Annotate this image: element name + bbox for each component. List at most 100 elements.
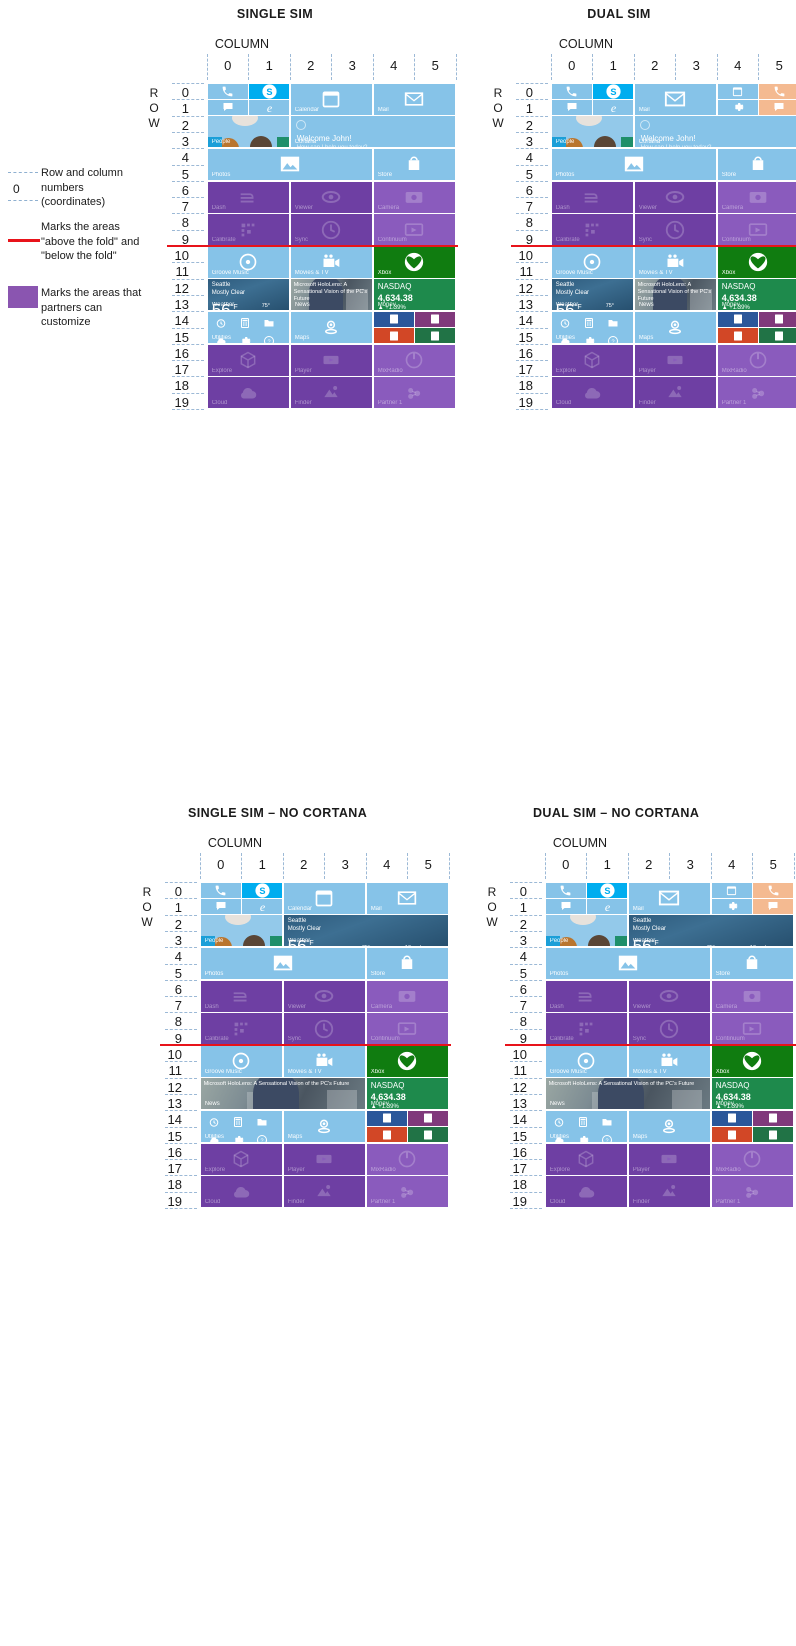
tile-office-powerpoint: W bbox=[711, 1127, 752, 1143]
tile-people: People bbox=[551, 116, 634, 148]
tile-store-label: Store bbox=[721, 172, 737, 179]
tile-photos: Photos bbox=[207, 148, 373, 181]
svg-text:W: W bbox=[384, 1133, 390, 1139]
tile-icon bbox=[629, 1111, 711, 1142]
tile-groove-music-label: Groove Music bbox=[204, 1068, 242, 1075]
row-gridline-14-single-sim bbox=[172, 311, 204, 313]
row-number-19-dual-sim: 19 bbox=[518, 394, 533, 410]
tile-icon bbox=[718, 214, 796, 245]
tile-edge: e bbox=[593, 100, 634, 115]
tile-icon bbox=[367, 883, 449, 914]
tile-sync: Sync bbox=[290, 214, 373, 246]
tile-explore: Explore bbox=[207, 344, 290, 376]
row-number-8-single-sim: 8 bbox=[181, 215, 189, 231]
tile-phone bbox=[207, 83, 248, 99]
row-number-10-single-sim: 10 bbox=[174, 248, 189, 263]
column-number-3-dual-sim: 3 bbox=[692, 58, 700, 73]
tile-messaging bbox=[207, 100, 248, 115]
row-gridline-16-single-sim bbox=[172, 343, 204, 345]
tile-icon bbox=[718, 100, 758, 115]
tile-weather-label: Weather bbox=[211, 302, 235, 309]
tile-icon: e bbox=[249, 100, 289, 115]
tile-camera-label: Camera bbox=[377, 204, 400, 211]
row-gridline-9-single-sim bbox=[172, 229, 204, 231]
tile-phone bbox=[545, 882, 586, 898]
tile-icon: S bbox=[587, 883, 627, 898]
tile-icon bbox=[208, 84, 248, 99]
column-gridline-0-single-sim bbox=[206, 54, 208, 80]
row-number-0-dual-sim: 0 bbox=[525, 85, 533, 100]
utility-icon-clock bbox=[552, 1115, 566, 1129]
tile-sync: Sync bbox=[634, 214, 717, 246]
row-gridline-5-single-sim bbox=[172, 164, 204, 166]
tile-icon bbox=[284, 981, 366, 1012]
tile-icon: S bbox=[242, 883, 282, 898]
row-number-13-dual-sim-no-cortana: 13 bbox=[512, 1095, 527, 1111]
panel-title-dual-sim-no-cortana: DUAL SIM – NO CORTANA bbox=[533, 806, 700, 820]
tile-partner-1: Partner 1 bbox=[711, 1176, 794, 1208]
tile-calendar-label: Calendar bbox=[287, 905, 313, 912]
tile-icon: W bbox=[408, 1127, 448, 1142]
tile-calendar bbox=[717, 83, 758, 99]
tile-continuum: Continuum bbox=[711, 1013, 794, 1045]
row-gridline-6-dual-sim bbox=[516, 180, 548, 182]
svg-text:S: S bbox=[266, 87, 272, 97]
row-gridline-19-dual-sim-no-cortana bbox=[510, 1191, 542, 1193]
utility-icon-cloud bbox=[552, 1133, 566, 1143]
svg-text:W: W bbox=[777, 334, 783, 340]
tile-calibrate-label: Calibrate bbox=[211, 237, 236, 244]
row-number-12-dual-sim: 12 bbox=[518, 280, 533, 296]
row-number-7-dual-sim-no-cortana: 7 bbox=[519, 998, 527, 1014]
svg-text:W: W bbox=[729, 1117, 735, 1123]
tile-cortana-label: Cortana bbox=[294, 139, 317, 146]
tile-maps: Maps bbox=[290, 311, 373, 344]
row-number-0-single-sim-no-cortana: 0 bbox=[174, 884, 182, 899]
row-number-14-single-sim: 14 bbox=[174, 313, 189, 329]
tile-player: Player bbox=[628, 1143, 711, 1175]
tile-mail: Mail bbox=[628, 882, 711, 914]
tile-viewer-label: Viewer bbox=[287, 1003, 306, 1010]
tile-office-excel: W bbox=[408, 1127, 449, 1143]
tile-icon bbox=[201, 1144, 283, 1175]
row-gridline-20-single-sim bbox=[172, 409, 204, 410]
row-number-14-dual-sim-no-cortana: 14 bbox=[512, 1112, 527, 1128]
utility-icon-folder bbox=[606, 316, 620, 330]
tile-maps: Maps bbox=[628, 1110, 711, 1143]
column-number-5-single-sim: 5 bbox=[431, 58, 439, 73]
tile-maps: Maps bbox=[283, 1110, 366, 1143]
utility-icon-gear bbox=[231, 1133, 245, 1143]
tile-icon bbox=[759, 84, 796, 99]
column-number-3-dual-sim-no-cortana: 3 bbox=[686, 857, 694, 872]
tile-icon: W bbox=[712, 1111, 752, 1126]
tile-camera: Camera bbox=[711, 980, 794, 1012]
tile-icon bbox=[374, 214, 456, 245]
column-gridline-5-dual-sim bbox=[758, 54, 759, 80]
tile-maps-label: Maps bbox=[287, 1134, 303, 1141]
row-gridline-6-single-sim-no-cortana bbox=[165, 979, 197, 981]
tile-icon: S bbox=[249, 84, 289, 99]
tile-icon: W bbox=[718, 312, 758, 327]
tile-sync: Sync bbox=[283, 1013, 366, 1045]
tile-icon bbox=[208, 149, 373, 180]
row-number-6-single-sim: 6 bbox=[181, 182, 189, 198]
tile-icon bbox=[291, 247, 373, 278]
tile-viewer-label: Viewer bbox=[294, 204, 313, 211]
tile-icon: W bbox=[753, 1111, 793, 1126]
tile-finder-label: Finder bbox=[287, 1199, 305, 1206]
row-number-18-single-sim: 18 bbox=[174, 378, 189, 394]
tile-camera-label: Camera bbox=[721, 204, 744, 211]
tile-maps-label: Maps bbox=[632, 1134, 648, 1141]
tile-icon bbox=[291, 214, 373, 245]
tile-icon bbox=[753, 883, 793, 898]
column-number-2-single-sim: 2 bbox=[307, 58, 315, 73]
tile-icon: W bbox=[718, 328, 758, 343]
tile-mail-label: Mail bbox=[370, 905, 382, 912]
tile-icon bbox=[284, 1046, 366, 1077]
tile-skype: S bbox=[249, 83, 290, 99]
row-number-2-single-sim-no-cortana: 2 bbox=[174, 916, 182, 932]
svg-text:?: ? bbox=[605, 1138, 608, 1142]
tile-icon bbox=[552, 182, 634, 213]
